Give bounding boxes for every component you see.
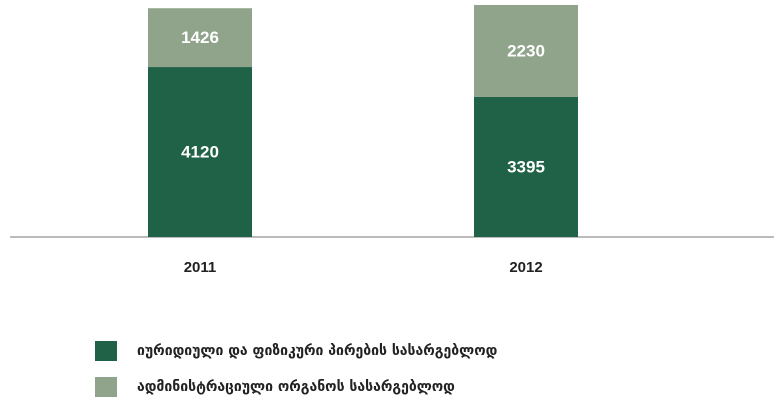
legend-swatch (95, 341, 117, 361)
legend-swatch (95, 377, 117, 397)
value-label: 2230 (507, 41, 545, 60)
bar-segment (474, 96, 578, 237)
legend-label: ადმინისტრაციული ორგანოს სასარგებლოდ (137, 379, 455, 395)
bar-segment (148, 8, 252, 68)
legend-label: იურიდიული და ფიზიკური პირების სასარგებლო… (137, 343, 497, 359)
value-label: 3395 (507, 157, 545, 176)
value-label: 4120 (181, 143, 219, 162)
bar-segment (148, 67, 252, 237)
x-tick-label: 2011 (184, 259, 217, 276)
x-tick-label: 2012 (509, 259, 542, 276)
bar-segment (474, 4, 578, 97)
value-label: 1426 (181, 28, 219, 47)
